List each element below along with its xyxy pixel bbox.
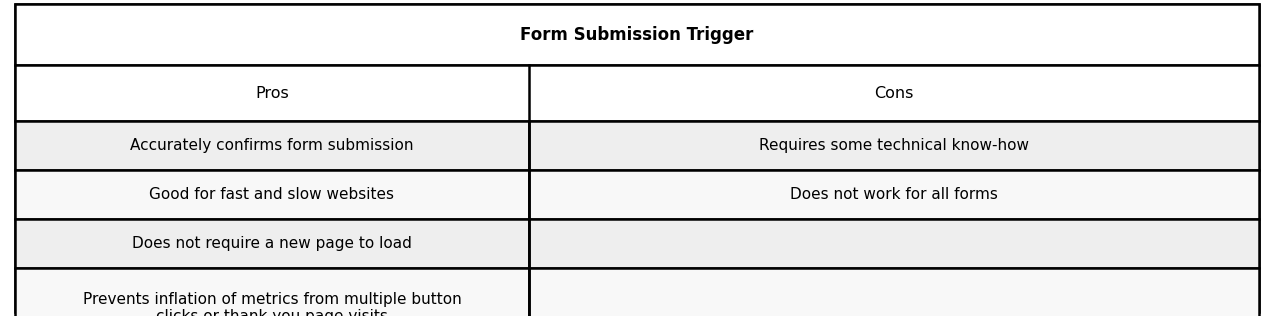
Bar <box>15 4 1259 65</box>
Text: Accurately confirms form submission: Accurately confirms form submission <box>130 138 414 153</box>
Bar <box>529 170 1259 219</box>
Bar <box>15 65 1259 121</box>
Bar <box>529 268 1259 316</box>
Bar <box>15 121 529 170</box>
Bar <box>529 219 1259 268</box>
Bar <box>15 170 529 219</box>
Text: Prevents inflation of metrics from multiple button
clicks or thank you page visi: Prevents inflation of metrics from multi… <box>83 292 461 316</box>
Text: Requires some technical know-how: Requires some technical know-how <box>759 138 1028 153</box>
Text: Does not require a new page to load: Does not require a new page to load <box>132 236 412 251</box>
Bar <box>529 121 1259 170</box>
Text: Pros: Pros <box>255 86 289 100</box>
Text: Cons: Cons <box>874 86 913 100</box>
Text: Form Submission Trigger: Form Submission Trigger <box>520 26 754 44</box>
Bar <box>15 219 529 268</box>
Text: Does not work for all forms: Does not work for all forms <box>790 187 998 202</box>
Text: Good for fast and slow websites: Good for fast and slow websites <box>149 187 395 202</box>
Bar <box>15 268 529 316</box>
